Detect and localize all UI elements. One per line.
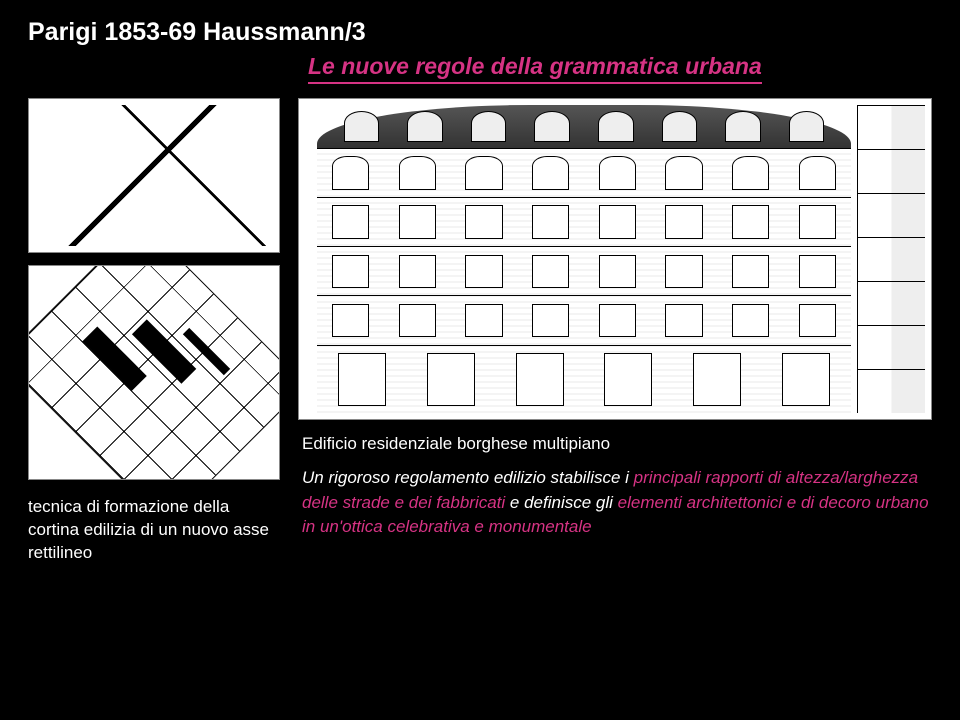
body-pre: Un rigoroso regolamento edilizio stabili… (302, 468, 634, 487)
slide: Parigi 1853-69 Haussmann/3 Le nuove rego… (0, 0, 960, 720)
right-column: Edificio residenziale borghese multipian… (298, 98, 932, 565)
content-row: tecnica di formazione della cortina edil… (28, 98, 932, 565)
left-caption: tecnica di formazione della cortina edil… (28, 496, 280, 565)
page-title: Parigi 1853-69 Haussmann/3 (28, 18, 932, 47)
facade-caption: Edificio residenziale borghese multipian… (298, 434, 932, 454)
urban-plan-diagram (28, 265, 280, 480)
left-column: tecnica di formazione della cortina edil… (28, 98, 280, 565)
axonometric-diagram (28, 98, 280, 253)
body-text: Un rigoroso regolamento edilizio stabili… (298, 466, 932, 540)
subtitle-wrap: Le nuove regole della grammatica urbana (28, 53, 932, 84)
facade-elevation (298, 98, 932, 420)
subtitle: Le nuove regole della grammatica urbana (308, 53, 762, 84)
body-mid: e definisce gli (505, 493, 617, 512)
